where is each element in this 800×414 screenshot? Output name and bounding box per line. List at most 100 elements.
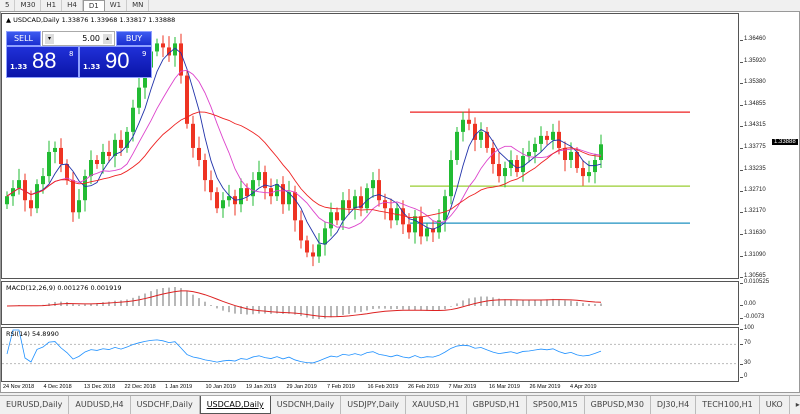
chart-tab[interactable]: UKO — [760, 396, 790, 414]
rsi-label: RSI(14) 54.8990 — [6, 330, 59, 338]
chart-tab[interactable]: EURUSD,Daily — [0, 396, 70, 414]
current-price-label: 1.33888 — [772, 139, 798, 146]
sell-price[interactable]: 1.33 88 8 — [6, 46, 79, 78]
candle-body — [377, 180, 381, 201]
lot-decrease-button[interactable]: ▾ — [45, 34, 54, 44]
price-tick: 1.34855 — [740, 100, 766, 107]
candle-body — [83, 176, 87, 201]
timeframe-5[interactable]: 5 — [0, 0, 16, 11]
candle-body — [245, 188, 249, 197]
candle-body — [509, 160, 513, 169]
rsi-line — [6, 329, 602, 364]
lot-increase-button[interactable]: ▴ — [103, 34, 112, 44]
candle-body — [35, 184, 39, 209]
candle-body — [317, 244, 321, 257]
candle-body — [491, 147, 495, 165]
lot-value[interactable]: 5.00 — [82, 34, 100, 43]
chart-tab[interactable]: GBPUSD,M30 — [585, 396, 651, 414]
chart-tab[interactable]: GBPUSD,H1 — [467, 396, 527, 414]
chart-tab[interactable]: SP500,M15 — [527, 396, 585, 414]
ohlc-values: 1.33876 1.33968 1.33817 1.33888 — [61, 16, 176, 24]
chart-window: ▲ USDCAD,Daily 1.33876 1.33968 1.33817 1… — [0, 11, 800, 393]
price-tick: 1.33775 — [740, 143, 766, 150]
candle-body — [179, 43, 183, 76]
chart-tab[interactable]: XAUUSD,H1 — [406, 396, 467, 414]
date-tick: 26 Feb 2019 — [408, 384, 439, 390]
candle-body — [71, 180, 75, 213]
candle-body — [113, 139, 117, 156]
chart-tab[interactable]: AUDUSD,H4 — [69, 396, 131, 414]
sell-price-pips: 88 — [32, 48, 57, 73]
candle-body — [515, 160, 519, 173]
candle-body — [323, 228, 327, 245]
candle-body — [95, 160, 99, 165]
candle-body — [263, 172, 267, 189]
candle-body — [533, 143, 537, 152]
candle-body — [101, 151, 105, 165]
sell-button[interactable]: SELL — [6, 31, 41, 46]
macd-label: MACD(12,26,9) 0.001276 0.001919 — [6, 284, 122, 292]
lot-size-input[interactable]: ▾ 5.00 ▴ — [42, 31, 115, 46]
candle-body — [455, 131, 459, 161]
moving-average-line — [6, 69, 602, 229]
candle-body — [161, 43, 165, 48]
chart-tab[interactable]: DJ30,H4 — [651, 396, 697, 414]
candle-body — [383, 200, 387, 209]
chart-tab[interactable]: USDCNH,Daily — [271, 396, 342, 414]
rsi-axis-100: 100 — [739, 325, 755, 331]
macd-pane[interactable]: MACD(12,26,9) 0.001276 0.001919 — [1, 281, 739, 325]
timeframe-H1[interactable]: H1 — [41, 0, 63, 11]
rsi-pane[interactable]: RSI(14) 54.8990 — [1, 327, 739, 382]
timeframe-M30[interactable]: M30 — [15, 0, 42, 11]
candle-body — [473, 123, 477, 140]
candle-body — [203, 160, 207, 181]
price-axis[interactable]: 1.36460 1.35920 1.35380 1.34855 1.34315 1.337… — [740, 13, 800, 279]
date-tick: 24 Nov 2018 — [3, 384, 35, 390]
candle-body — [449, 160, 453, 197]
candle-body — [293, 192, 297, 221]
date-tick: 10 Jan 2019 — [205, 384, 236, 390]
price-pane[interactable]: ▲ USDCAD,Daily 1.33876 1.33968 1.33817 1… — [1, 13, 739, 279]
candle-body — [419, 216, 423, 237]
candle-body — [215, 192, 219, 209]
candle-body — [413, 216, 417, 233]
candle-body — [107, 151, 111, 156]
candle-body — [287, 192, 291, 205]
candle-body — [545, 135, 549, 140]
chart-tab[interactable]: USDCAD,Daily — [199, 396, 271, 414]
rsi-chart — [2, 329, 738, 365]
candle-body — [479, 131, 483, 140]
candle-body — [41, 176, 45, 185]
timeframe-W1[interactable]: W1 — [105, 0, 128, 11]
date-tick: 4 Apr 2019 — [570, 384, 597, 390]
candle-body — [599, 144, 603, 161]
sell-price-fraction: 8 — [69, 50, 74, 58]
chart-tab[interactable]: USDCHF,Daily — [131, 396, 200, 414]
tabs-scroll-right-icon[interactable]: ▸ — [790, 396, 800, 414]
candle-body — [65, 164, 69, 181]
candle-body — [539, 135, 543, 144]
macd-chart — [6, 286, 602, 320]
candle-body — [347, 200, 351, 209]
buy-price-prefix: 1.33 — [83, 63, 101, 71]
buy-button[interactable]: BUY — [116, 31, 152, 46]
candle-body — [575, 151, 579, 169]
candle-body — [185, 75, 189, 124]
chart-tab[interactable]: TECH100,H1 — [696, 396, 760, 414]
candle-body — [461, 119, 465, 132]
timeframe-H4[interactable]: H4 — [62, 0, 83, 11]
price-tick: 1.35380 — [740, 79, 766, 86]
moving-average-line — [6, 47, 602, 245]
buy-price[interactable]: 1.33 90 9 — [79, 46, 152, 78]
candle-body — [119, 139, 123, 148]
timeframe-MN[interactable]: MN — [127, 0, 150, 11]
timeframe-D1[interactable]: D1 — [82, 0, 105, 11]
candle-body — [23, 180, 27, 201]
candle-body — [425, 228, 429, 237]
chart-tab[interactable]: USDJPY,Daily — [341, 396, 407, 414]
price-tick: 1.33235 — [740, 165, 766, 172]
date-tick: 7 Feb 2019 — [327, 384, 355, 390]
price-tick: 1.32710 — [740, 186, 766, 193]
candle-body — [359, 196, 363, 209]
timeframe-toolbar: 5 M30 H1 H4 D1 W1 MN — [0, 0, 150, 11]
